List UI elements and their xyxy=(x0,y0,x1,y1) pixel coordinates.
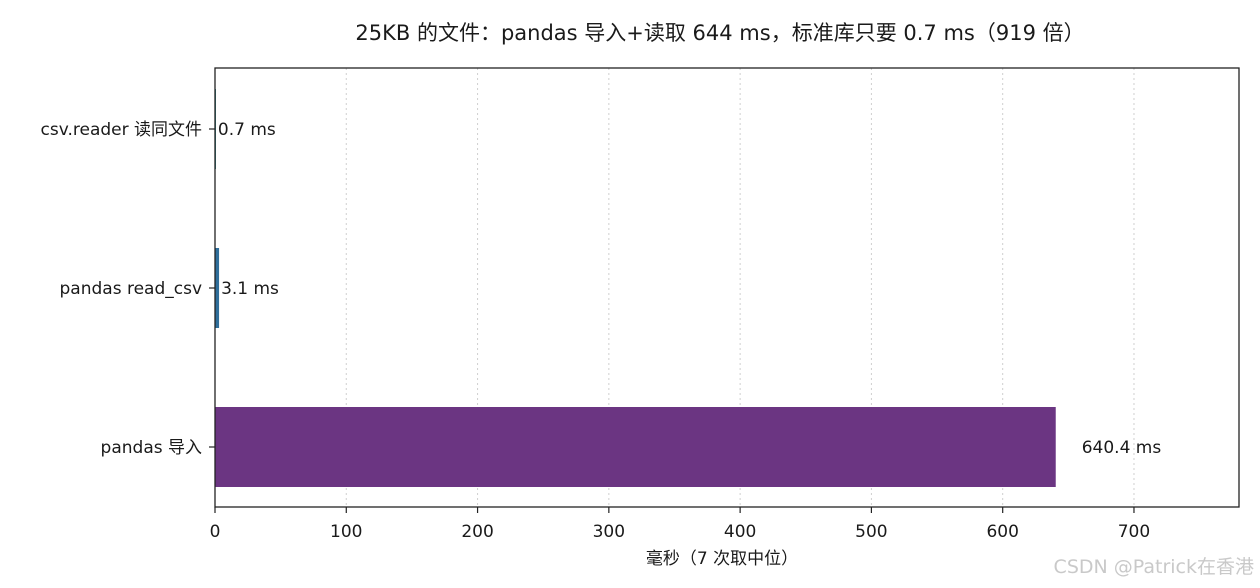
bar-1 xyxy=(215,248,220,328)
x-tick-label-2: 200 xyxy=(461,522,493,542)
x-tick-label-5: 500 xyxy=(855,522,887,542)
data-labels-group: 0.7 ms 3.1 ms 640.4 ms xyxy=(218,120,1161,458)
x-tick-label-0: 0 xyxy=(210,522,221,542)
bars-group xyxy=(215,89,1056,487)
chart-title: 25KB 的文件：pandas 导入+读取 644 ms，标准库只要 0.7 m… xyxy=(355,21,1084,45)
x-tick-label-1: 100 xyxy=(330,522,362,542)
x-axis: 0 100 200 300 400 500 600 700 xyxy=(210,507,1150,542)
y-tick-label-2: pandas 导入 xyxy=(101,438,202,458)
y-tick-label-0: csv.reader 读同文件 xyxy=(41,120,202,140)
data-label-1: 3.1 ms xyxy=(221,279,279,299)
data-label-2: 640.4 ms xyxy=(1082,438,1162,458)
x-tick-label-7: 700 xyxy=(1118,522,1150,542)
x-tick-label-4: 400 xyxy=(724,522,756,542)
x-tick-label-3: 300 xyxy=(593,522,625,542)
x-tick-label-6: 600 xyxy=(986,522,1018,542)
data-label-0: 0.7 ms xyxy=(218,120,276,140)
y-tick-label-1: pandas read_csv xyxy=(60,279,203,299)
watermark: CSDN @Patrick在香港 xyxy=(1053,556,1254,578)
x-axis-label: 毫秒（7 次取中位） xyxy=(646,549,798,569)
plot-frame xyxy=(214,67,1240,508)
bar-2 xyxy=(215,407,1056,487)
